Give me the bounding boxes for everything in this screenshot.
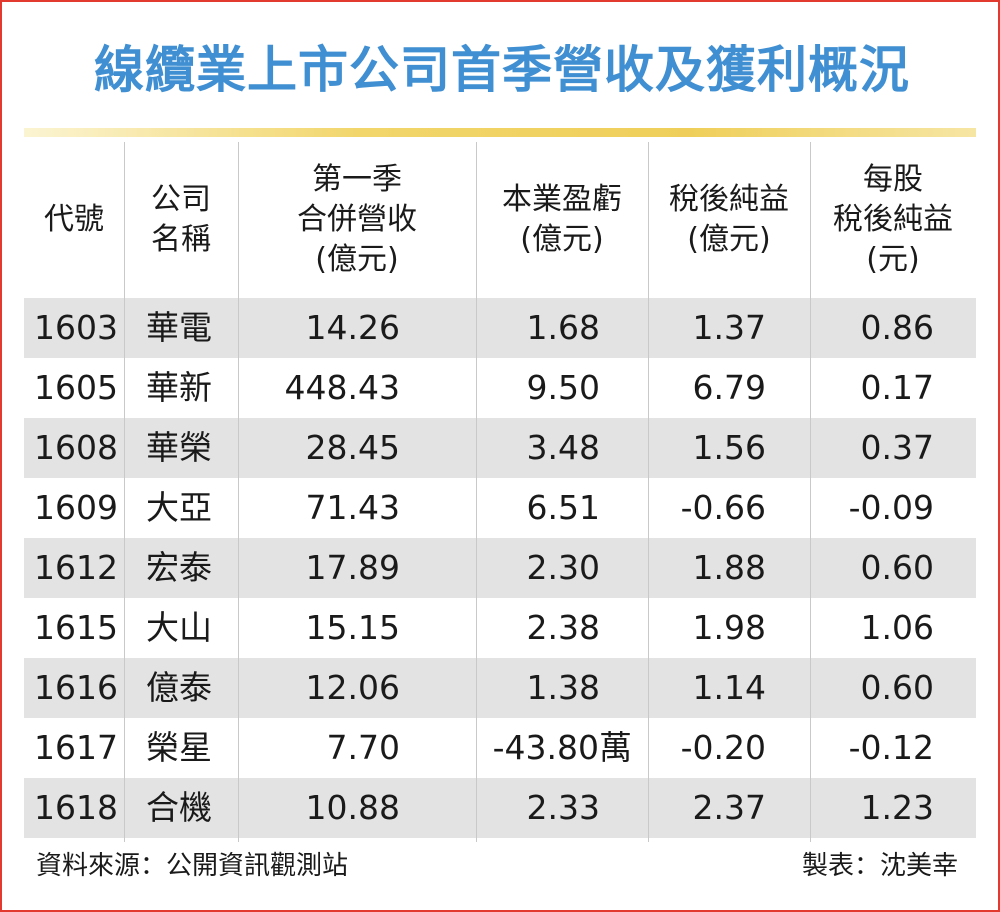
cell-operating: 2.33 [526, 788, 600, 827]
cell-net-income: -0.20 [680, 728, 766, 767]
cell-revenue: 12.06 [305, 668, 400, 707]
cell-revenue: 28.45 [305, 428, 400, 467]
cell-net-income: 1.88 [692, 548, 766, 587]
header-net-income: 稅後純益 (億元) [669, 182, 789, 257]
column-divider [810, 142, 811, 842]
cell-net-income: -0.66 [680, 488, 766, 527]
cell-revenue: 10.88 [305, 788, 400, 827]
cell-code: 1609 [34, 488, 118, 527]
cell-company: 大亞 [146, 488, 212, 527]
column-divider [476, 142, 477, 842]
cell-operating: 2.38 [526, 608, 600, 647]
cell-net-income: 2.37 [692, 788, 766, 827]
table-row: 1603 華電 14.26 1.68 1.37 0.86 [24, 298, 976, 358]
table-row: 1618 合機 10.88 2.33 2.37 1.23 [24, 778, 976, 838]
cell-net-income: 1.37 [692, 308, 766, 347]
header-revenue: 第一季 合併營收 (億元) [297, 162, 417, 277]
cell-code: 1618 [34, 788, 118, 827]
cell-company: 大山 [146, 608, 212, 647]
cell-operating: 3.48 [526, 428, 600, 467]
cell-company: 宏泰 [146, 548, 212, 587]
table-row: 1615 大山 15.15 2.38 1.98 1.06 [24, 598, 976, 658]
cell-net-income: 1.14 [692, 668, 766, 707]
cell-code: 1603 [34, 308, 118, 347]
cell-code: 1617 [34, 728, 118, 767]
title-rule [24, 128, 976, 137]
header-company: 公司 名稱 [151, 182, 211, 257]
cell-company: 華榮 [146, 428, 212, 467]
cell-code: 1616 [34, 668, 118, 707]
column-divider [124, 142, 125, 842]
cell-revenue: 14.26 [305, 308, 400, 347]
table-row: 1605 華新 448.43 9.50 6.79 0.17 [24, 358, 976, 418]
cell-code: 1605 [34, 368, 118, 407]
cell-eps: 0.37 [860, 428, 934, 467]
cell-operating: 2.30 [526, 548, 600, 587]
table-row: 1612 宏泰 17.89 2.30 1.88 0.60 [24, 538, 976, 598]
header-operating: 本業盈虧 (億元) [502, 182, 622, 257]
table-row: 1608 華榮 28.45 3.48 1.56 0.37 [24, 418, 976, 478]
table-row: 1609 大亞 71.43 6.51 -0.66 -0.09 [24, 478, 976, 538]
cell-company: 榮星 [146, 728, 212, 767]
cell-revenue: 71.43 [305, 488, 400, 527]
cell-net-income: 1.56 [692, 428, 766, 467]
source-note: 資料來源：公開資訊觀測站 [36, 851, 349, 881]
cell-operating: 6.51 [526, 488, 600, 527]
cell-net-income: 6.79 [692, 368, 766, 407]
cell-eps: 0.17 [860, 368, 934, 407]
cell-company: 合機 [146, 788, 212, 827]
cell-operating: 1.68 [526, 308, 600, 347]
cell-eps: 0.86 [860, 308, 934, 347]
table-row: 1617 榮星 7.70 -43.80萬 -0.20 -0.12 [24, 718, 976, 778]
cell-code: 1612 [34, 548, 118, 587]
cell-eps: 0.60 [860, 548, 934, 587]
chart-title: 線纜業上市公司首季營收及獲利概況 [94, 41, 910, 99]
cell-operating: -43.80萬 [492, 728, 632, 767]
cell-operating: 1.38 [526, 668, 600, 707]
cell-company: 華電 [146, 308, 212, 347]
table-row: 1616 億泰 12.06 1.38 1.14 0.60 [24, 658, 976, 718]
cell-revenue: 15.15 [305, 608, 400, 647]
cell-eps: 1.06 [860, 608, 934, 647]
cell-net-income: 1.98 [692, 608, 766, 647]
cell-eps: 0.60 [860, 668, 934, 707]
cell-revenue: 7.70 [326, 728, 400, 767]
header-eps: 每股 稅後純益 (元) [833, 162, 953, 277]
header-code: 代號 [44, 202, 104, 237]
cell-revenue: 448.43 [284, 368, 400, 407]
cell-eps: 1.23 [860, 788, 934, 827]
author-note: 製表：沈美幸 [801, 851, 958, 881]
column-divider [238, 142, 239, 842]
cell-eps: -0.12 [848, 728, 934, 767]
cell-operating: 9.50 [526, 368, 600, 407]
cell-company: 億泰 [146, 668, 212, 707]
column-divider [648, 142, 649, 842]
cell-company: 華新 [146, 368, 212, 407]
cell-eps: -0.09 [848, 488, 934, 527]
cell-code: 1615 [34, 608, 118, 647]
cell-revenue: 17.89 [305, 548, 400, 587]
cell-code: 1608 [34, 428, 118, 467]
